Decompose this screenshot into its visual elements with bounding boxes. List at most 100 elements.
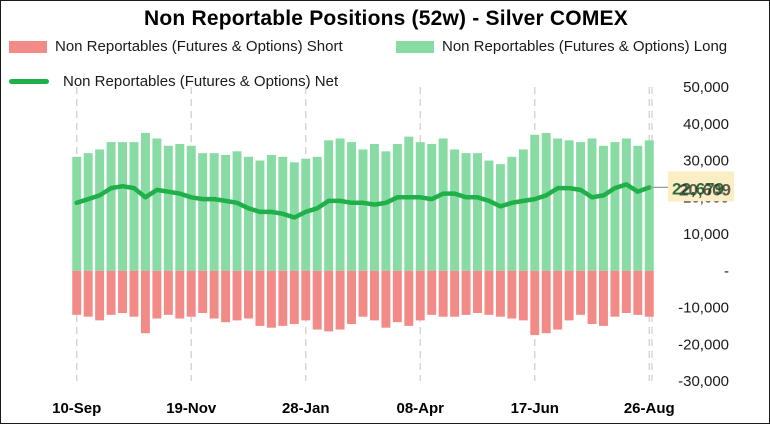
legend-label-net: Non Reportables (Futures & Options) Net — [63, 73, 339, 90]
bar-short — [198, 270, 208, 314]
bar-short — [610, 270, 620, 317]
bar-short — [587, 270, 597, 325]
legend-swatch-short — [9, 40, 47, 53]
bar-short — [175, 270, 185, 319]
bar-long — [95, 149, 105, 271]
bar-long — [427, 143, 437, 271]
legend-swatch-net — [9, 79, 49, 84]
x-tick-label: 28-Jan — [282, 400, 330, 417]
bar-short — [324, 270, 334, 332]
bar-short — [461, 270, 471, 315]
bar-long — [72, 156, 82, 271]
bar-long — [118, 142, 127, 271]
bar-long — [324, 140, 334, 271]
bar-short — [312, 270, 322, 330]
bar-long — [369, 143, 379, 271]
bar-long — [198, 153, 208, 271]
bar-short — [644, 270, 654, 317]
bar-short — [152, 270, 162, 319]
legend-item-short: Non Reportables (Futures & Options) Shor… — [9, 38, 343, 55]
bar-short — [576, 270, 586, 315]
bar-short — [553, 270, 563, 330]
bar-short — [72, 270, 82, 315]
bar-short — [404, 270, 414, 326]
bar-short — [633, 270, 643, 315]
bar-short — [106, 270, 116, 315]
bar-long — [312, 156, 322, 271]
bar-short — [278, 270, 288, 326]
bar-short — [621, 270, 631, 314]
x-tick-label: 10-Sep — [52, 400, 101, 417]
bar-long — [644, 140, 654, 271]
bar-long — [461, 153, 471, 271]
bar-long — [473, 153, 482, 271]
bar-long — [564, 140, 574, 271]
bar-short — [129, 270, 139, 317]
bar-short — [392, 270, 402, 323]
bar-short — [484, 270, 494, 315]
bar-long — [495, 164, 505, 271]
bar-long — [392, 143, 402, 271]
bar-short — [530, 270, 540, 336]
bar-long — [599, 145, 608, 271]
bar-long — [163, 145, 173, 271]
bar-long — [530, 134, 540, 271]
bar-long — [347, 142, 357, 271]
bar-long — [232, 151, 242, 271]
bar-short — [255, 270, 265, 326]
y-tick-label: 30,000 — [683, 153, 729, 170]
bar-short — [186, 270, 196, 317]
bar-short — [301, 270, 311, 321]
last-value-box — [668, 171, 734, 202]
last-value-label-secondary: 20,609 — [679, 180, 731, 199]
legend-item-net: Non Reportables (Futures & Options) Net — [9, 73, 338, 90]
bar-long — [83, 153, 93, 271]
bar-long — [106, 142, 116, 271]
bar-long — [576, 142, 586, 271]
y-tick-label: -20,000 — [678, 336, 729, 353]
bar-short — [427, 270, 437, 315]
bar-short — [163, 270, 173, 315]
legend-label-short: Non Reportables (Futures & Options) Shor… — [55, 38, 343, 55]
bar-short — [564, 270, 574, 321]
bar-long — [221, 154, 231, 271]
bar-short — [415, 270, 425, 321]
bar-long — [335, 138, 345, 271]
bar-long — [186, 145, 196, 271]
bar-short — [381, 270, 391, 328]
bar-long — [507, 156, 517, 271]
bar-long — [152, 138, 162, 271]
bar-long — [484, 160, 494, 271]
last-value-label: 22,679 — [672, 179, 724, 198]
bar-long — [610, 142, 620, 271]
bar-long — [175, 143, 185, 271]
legend-item-long: Non Reportables (Futures & Options) Long — [396, 38, 727, 55]
bar-long — [209, 153, 219, 271]
x-tick-label: 26-Aug — [624, 400, 675, 417]
bar-short — [118, 270, 127, 314]
bar-short — [83, 270, 93, 317]
bar-short — [140, 270, 150, 334]
bar-long — [415, 142, 425, 271]
bar-long — [587, 138, 597, 271]
legend-label-long: Non Reportables (Futures & Options) Long — [442, 38, 728, 55]
bar-long — [244, 156, 253, 271]
x-tick-label: 19-Nov — [166, 400, 217, 417]
bar-short — [541, 270, 551, 334]
bar-short — [266, 270, 276, 328]
legend-swatch-long — [396, 40, 434, 53]
x-tick-label: 17-Jun — [511, 400, 559, 417]
bar-short — [369, 270, 379, 321]
bar-short — [495, 270, 505, 317]
y-tick-label: 50,000 — [683, 79, 729, 96]
bar-short — [232, 270, 242, 321]
y-tick-label: - — [724, 263, 729, 280]
y-tick-label: -30,000 — [678, 373, 729, 390]
bar-long — [140, 132, 150, 271]
bar-long — [301, 158, 311, 271]
bar-short — [221, 270, 231, 323]
bar-short — [209, 270, 219, 319]
x-tick-label: 08-Apr — [396, 400, 444, 417]
